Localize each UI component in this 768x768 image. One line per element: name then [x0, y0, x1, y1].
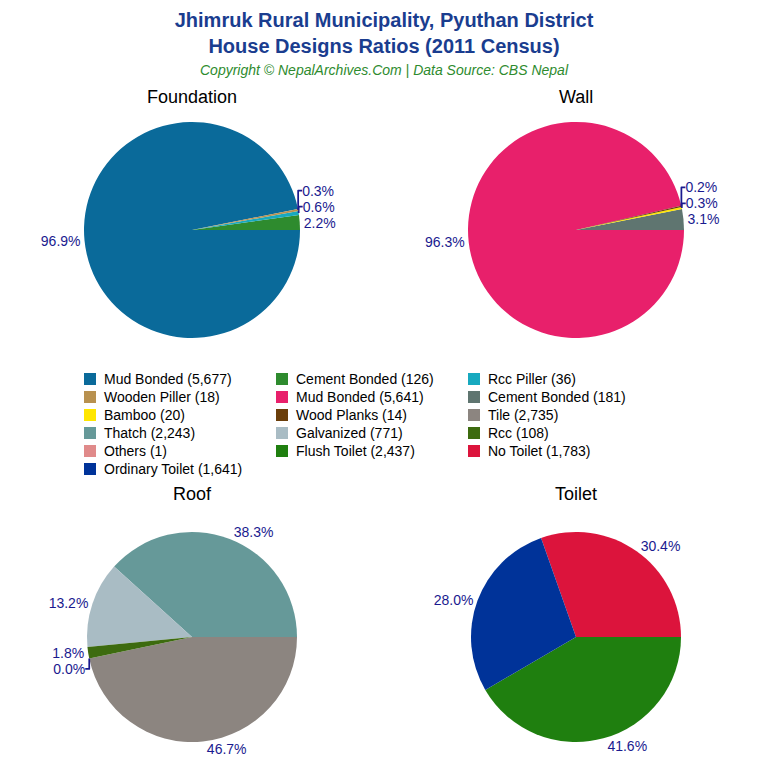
- svg-text:46.7%: 46.7%: [207, 741, 247, 757]
- html-text:Galvanized (771): Galvanized (771): [296, 424, 403, 441]
- svg-text:Roof: Roof: [173, 484, 212, 504]
- svg-text:Jhimruk Rural Municipality, Py: Jhimruk Rural Municipality, Pyuthan Dist…: [175, 9, 594, 57]
- html-text:Bamboo (20): Bamboo (20): [104, 406, 185, 423]
- svg-text:0.6%: 0.6%: [303, 199, 335, 215]
- svg-text:96.9%: 96.9%: [41, 233, 81, 249]
- svg-text:96.3%: 96.3%: [425, 234, 465, 250]
- html-text:Others (1): Others (1): [104, 442, 167, 459]
- svg-text:0.0%: 0.0%: [53, 661, 85, 677]
- svg-text:Copyright © NepalArchives.Com: Copyright © NepalArchives.Com | Data Sou…: [200, 62, 569, 78]
- html-text:Thatch (2,243): Thatch (2,243): [104, 424, 196, 441]
- svg-text:Wall: Wall: [559, 87, 593, 107]
- svg-text:3.1%: 3.1%: [687, 211, 719, 227]
- html-text:Ordinary Toilet (1,641): Ordinary Toilet (1,641): [104, 460, 243, 477]
- svg-text:0.3%: 0.3%: [686, 195, 718, 211]
- svg-text:38.3%: 38.3%: [234, 524, 274, 540]
- html-text:Mud Bonded (5,641): Mud Bonded (5,641): [296, 388, 424, 405]
- html-text:Flush Toilet (2,437): Flush Toilet (2,437): [296, 442, 415, 459]
- html-text:No Toilet (1,783): No Toilet (1,783): [488, 442, 591, 459]
- svg-text:0.3%: 0.3%: [302, 183, 334, 199]
- svg-text:28.0%: 28.0%: [434, 592, 474, 608]
- html-text:Mud Bonded (5,677): Mud Bonded (5,677): [104, 370, 232, 387]
- svg-text:1.8%: 1.8%: [52, 645, 84, 661]
- html-text:Rcc (108): Rcc (108): [488, 424, 549, 441]
- html-text:Cement Bonded (181): Cement Bonded (181): [488, 388, 626, 405]
- svg-text:30.4%: 30.4%: [641, 538, 681, 554]
- html-text:Rcc Piller (36): Rcc Piller (36): [488, 370, 576, 387]
- html-text:Tile (2,735): Tile (2,735): [488, 406, 559, 423]
- svg-text:Foundation: Foundation: [147, 87, 237, 107]
- svg-text:13.2%: 13.2%: [49, 595, 89, 611]
- svg-text:0.2%: 0.2%: [685, 179, 717, 195]
- svg-text:41.6%: 41.6%: [607, 738, 647, 754]
- html-text:Wooden Piller (18): Wooden Piller (18): [104, 388, 220, 405]
- svg-text:Toilet: Toilet: [555, 484, 597, 504]
- html-text:Cement Bonded (126): Cement Bonded (126): [296, 370, 434, 387]
- html-text:Wood Planks (14): Wood Planks (14): [296, 406, 407, 423]
- svg-text:2.2%: 2.2%: [304, 215, 336, 231]
